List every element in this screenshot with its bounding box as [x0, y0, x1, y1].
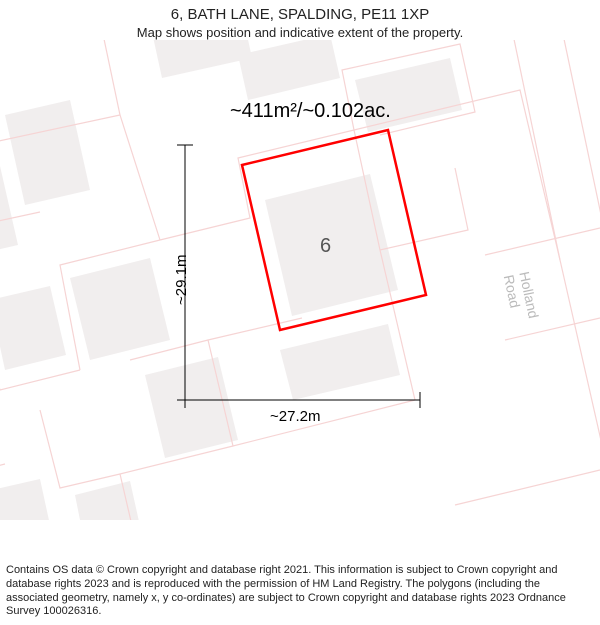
page-subtitle: Map shows position and indicative extent…	[0, 25, 600, 40]
map-area: ~411m²/~0.102ac. ~27.2m ~29.1m 6 Holland…	[0, 40, 600, 520]
width-dimension-label: ~27.2m	[270, 408, 320, 425]
copyright-footer: Contains OS data © Crown copyright and d…	[0, 558, 600, 625]
height-dimension-label: ~29.1m	[173, 255, 190, 305]
header: 6, BATH LANE, SPALDING, PE11 1XP Map sho…	[0, 0, 600, 40]
area-label: ~411m²/~0.102ac.	[230, 100, 391, 123]
property-number: 6	[320, 235, 331, 258]
page-title: 6, BATH LANE, SPALDING, PE11 1XP	[0, 6, 600, 23]
